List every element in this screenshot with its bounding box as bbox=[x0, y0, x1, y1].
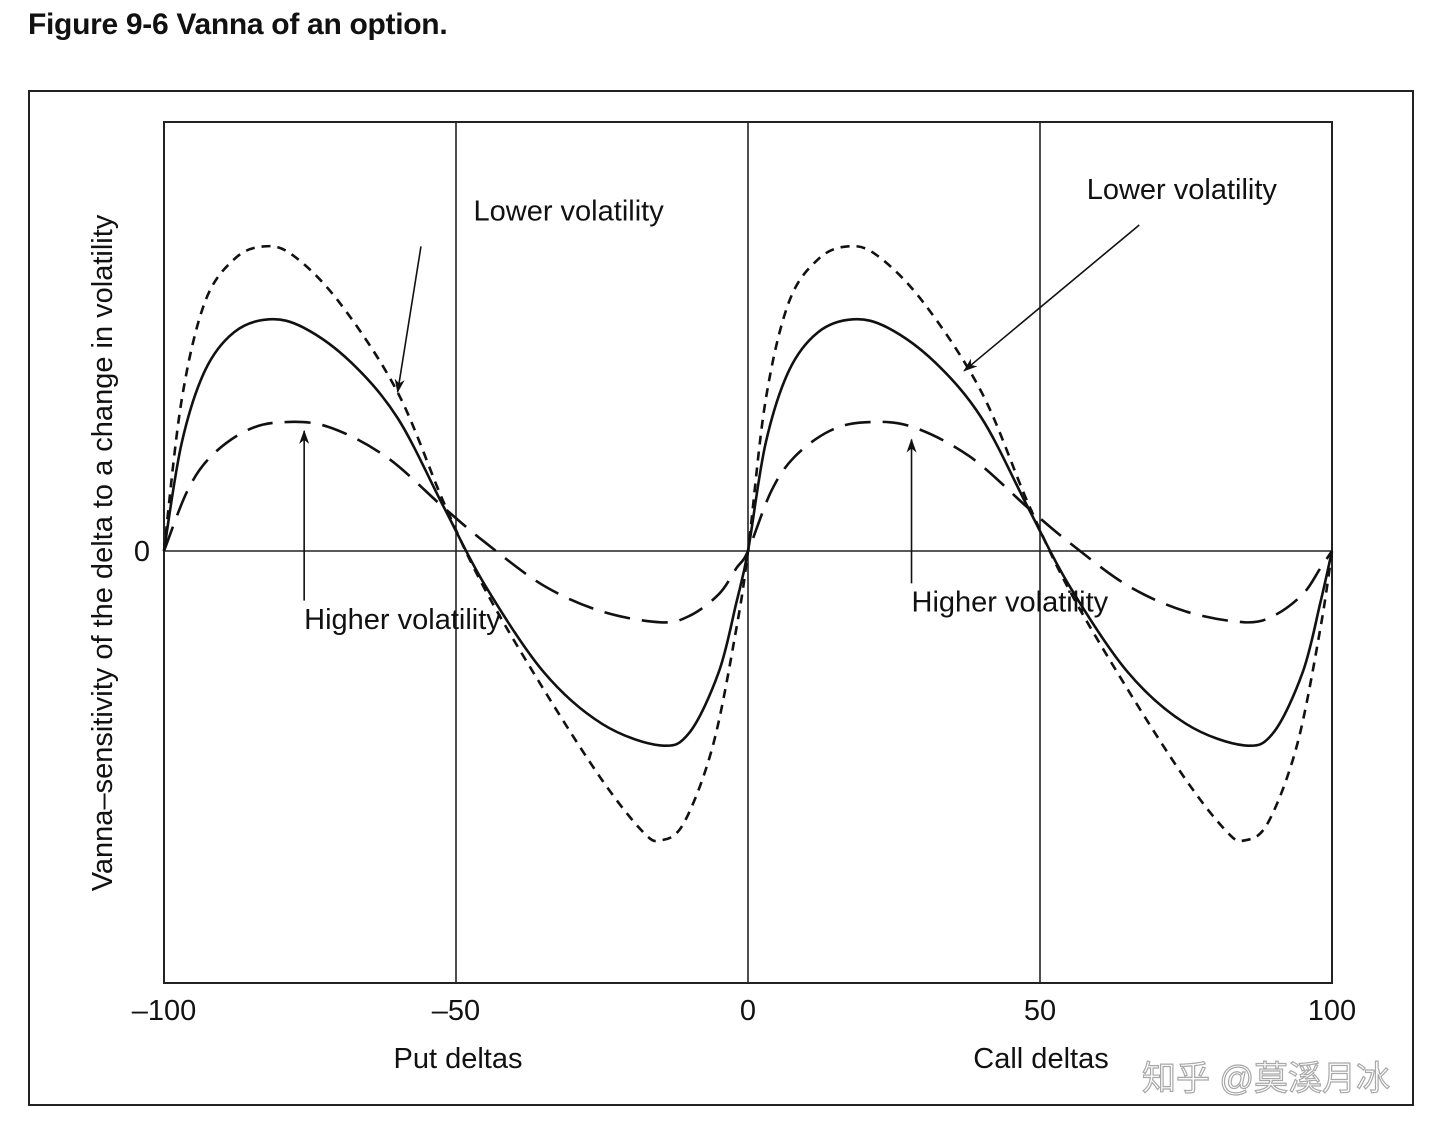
annotation-arrow bbox=[394, 246, 422, 394]
figure-frame bbox=[28, 90, 1414, 1106]
watermark: 知乎 @莫溪月冰 bbox=[1142, 1060, 1390, 1098]
x-tick-label: 0 bbox=[740, 995, 756, 1027]
x-axis-label-call: Call deltas bbox=[973, 1043, 1108, 1075]
figure-title: Figure 9-6 Vanna of an option. bbox=[28, 8, 448, 41]
x-axis-label-put: Put deltas bbox=[394, 1043, 523, 1075]
series-long-dash bbox=[162, 420, 1334, 624]
annotation-arrow bbox=[963, 224, 1140, 372]
x-tick-label: –100 bbox=[132, 995, 197, 1027]
annotation-label: Higher volatility bbox=[304, 604, 501, 636]
y-tick-label: 0 bbox=[134, 536, 150, 568]
annotation-label: Lower volatility bbox=[474, 196, 665, 228]
x-tick-label: 50 bbox=[1024, 995, 1056, 1027]
annotation-label: Higher volatility bbox=[912, 586, 1109, 618]
y-axis-label: Vanna–sensitivity of the delta to a chan… bbox=[87, 214, 119, 891]
annotation-label: Lower volatility bbox=[1087, 174, 1278, 206]
x-tick-label: –50 bbox=[432, 995, 480, 1027]
x-tick-label: 100 bbox=[1308, 995, 1356, 1027]
